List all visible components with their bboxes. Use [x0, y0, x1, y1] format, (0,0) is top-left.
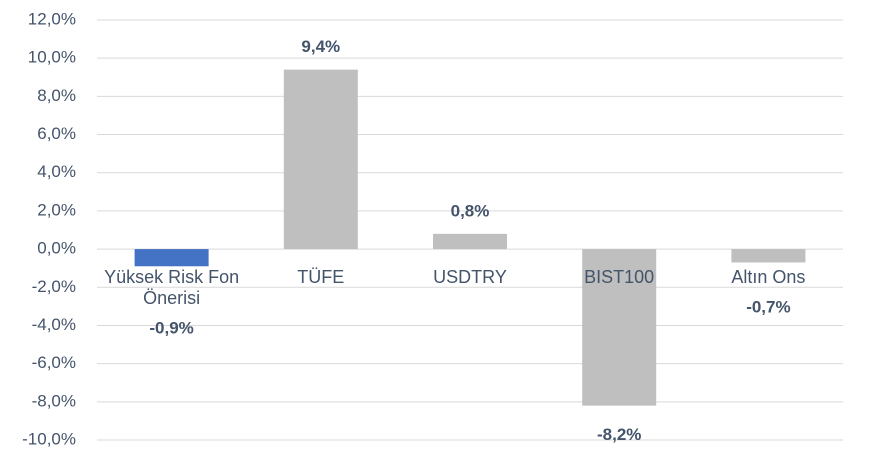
bar — [433, 233, 507, 250]
x-tick-label: Altın Ons — [731, 267, 806, 288]
x-tick-label: TÜFE — [297, 267, 345, 288]
y-tick-label: -8,0% — [32, 391, 76, 410]
y-tick-label: -10,0% — [22, 429, 76, 448]
bar — [134, 249, 209, 267]
y-tick-label: 10,0% — [28, 48, 76, 67]
y-tick-label: 6,0% — [37, 124, 76, 143]
value-label: 9,4% — [301, 37, 340, 56]
y-tick-label: 8,0% — [37, 86, 76, 105]
y-tick-label: -2,0% — [32, 277, 76, 296]
y-tick-label: -4,0% — [32, 315, 76, 334]
x-tick-label: USDTRY — [433, 267, 507, 288]
y-tick-label: 0,0% — [37, 239, 76, 258]
value-label: -0,7% — [746, 298, 790, 317]
y-tick-label: 2,0% — [37, 200, 76, 219]
bar — [582, 249, 657, 406]
value-label: 0,8% — [451, 201, 490, 220]
value-label: -0,9% — [149, 319, 193, 338]
x-tick-label: Yüksek Risk Fon Önerisi — [104, 267, 240, 309]
bar — [283, 69, 358, 250]
bar — [731, 249, 806, 263]
x-tick-label: BIST100 — [584, 267, 655, 288]
y-tick-label: 12,0% — [28, 9, 76, 28]
value-label: -8,2% — [597, 425, 641, 444]
y-tick-label: 4,0% — [37, 162, 76, 181]
y-tick-label: -6,0% — [32, 353, 76, 372]
